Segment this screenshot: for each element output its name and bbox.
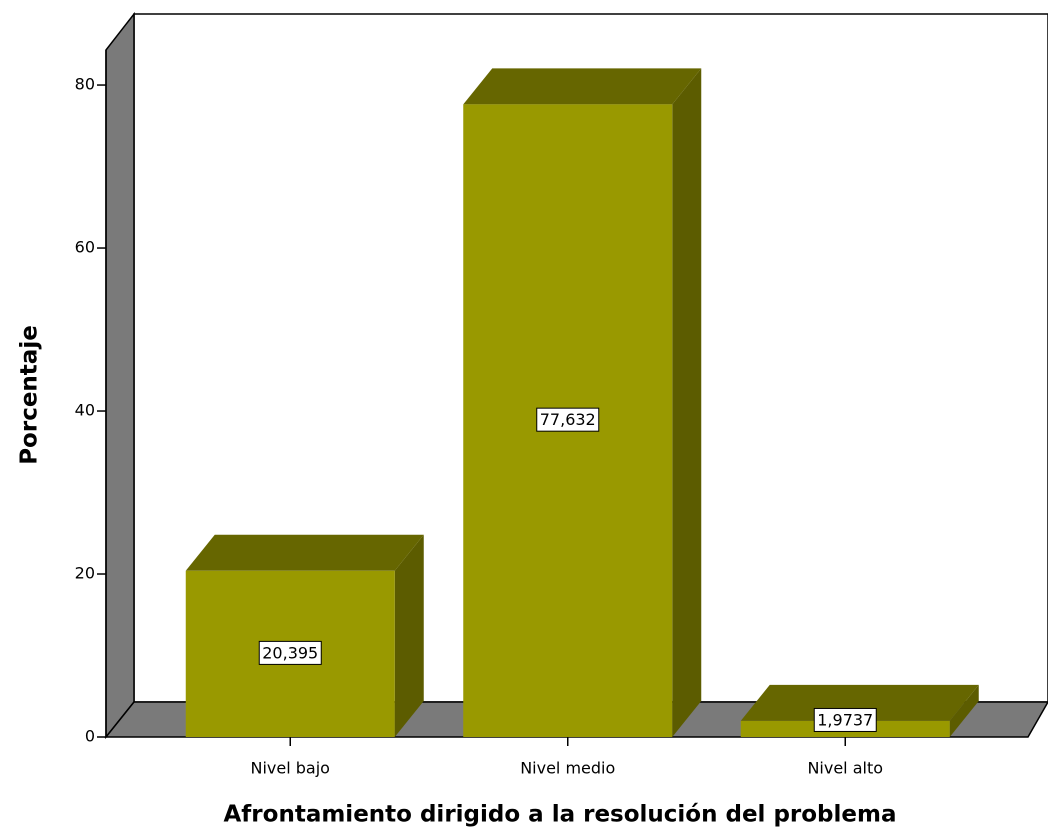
- bar-top: [740, 684, 979, 721]
- x-tick-label: Nivel bajo: [251, 759, 330, 778]
- x-axis-title: Afrontamiento dirigido a la resolución d…: [224, 802, 897, 828]
- value-label: 20,395: [262, 643, 318, 662]
- value-label-box: [536, 407, 600, 432]
- y-axis-title: Porcentaje: [17, 325, 43, 465]
- bar-side: [672, 68, 702, 737]
- bar-top: [185, 534, 424, 571]
- x-tick-label: Nivel alto: [807, 759, 883, 778]
- y-tick-label: 0: [85, 727, 95, 746]
- bar-side: [394, 534, 424, 737]
- value-label: 1,9737: [817, 710, 873, 729]
- x-tick-label: Nivel medio: [520, 759, 615, 778]
- value-label-box: [258, 640, 322, 665]
- y-tick-label: 80: [75, 75, 95, 94]
- y-tick-label: 40: [75, 401, 95, 420]
- value-label-box: [813, 707, 877, 732]
- value-label: 77,632: [540, 410, 596, 429]
- bar-side: [949, 684, 979, 737]
- side-wall: [105, 11, 135, 740]
- y-tick-label: 20: [75, 564, 95, 583]
- y-tick-label: 60: [75, 238, 95, 257]
- bar-top: [463, 68, 702, 105]
